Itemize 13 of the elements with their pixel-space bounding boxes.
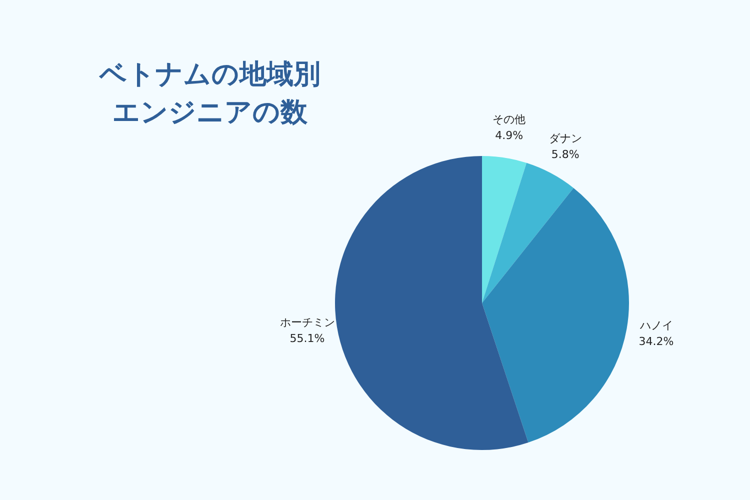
pie-slice: [482, 162, 574, 303]
slice-label: ホーチミン: [280, 316, 335, 330]
data-label: 4.9%: [495, 129, 524, 142]
slice-label: その他: [492, 113, 526, 126]
slice-label: ダナン: [548, 132, 582, 145]
chart-title: ベトナムの地域別エンジニアの数: [98, 59, 320, 128]
data-label: 55.1%: [290, 332, 325, 346]
pie-slice: [482, 156, 527, 303]
data-label: 5.8%: [551, 148, 580, 161]
data-label: 34.2%: [638, 334, 674, 348]
slice-label: ハノイ: [638, 318, 673, 332]
pie-slice: [482, 188, 629, 443]
pie-slice: [335, 156, 528, 450]
